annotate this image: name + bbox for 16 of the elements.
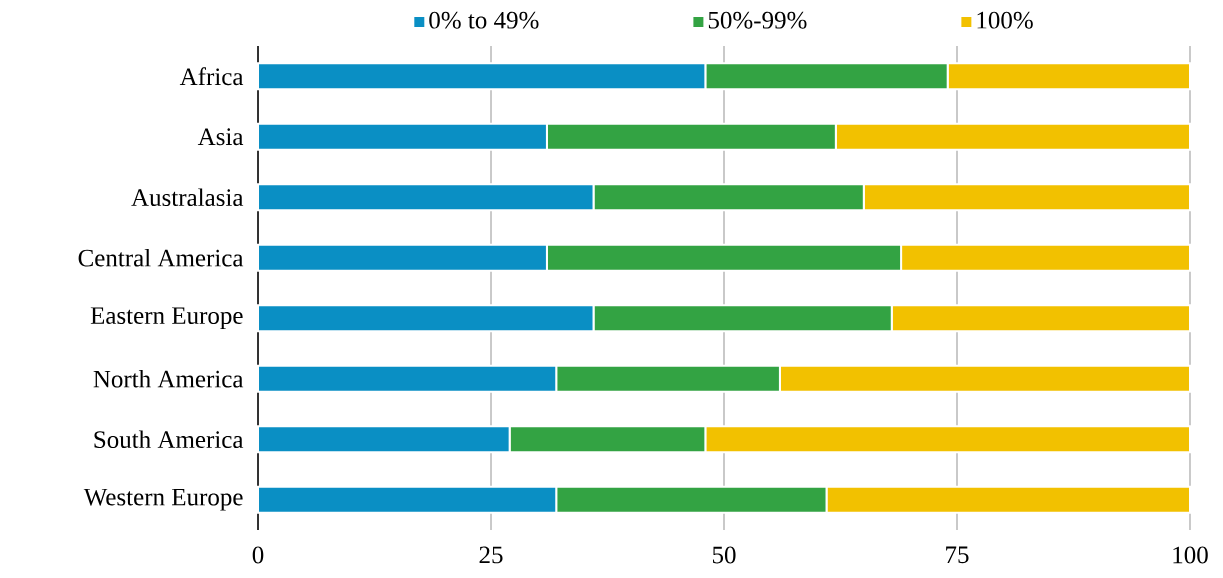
legend-label: 0% to 49% <box>429 11 539 29</box>
x-tick-label: 100 <box>1173 546 1208 564</box>
y-tick-label: North America <box>93 369 244 388</box>
y-tick-label: Central America <box>78 248 244 267</box>
y-tick-label: Eastern Europe <box>90 307 243 330</box>
y-tick-label: Africa <box>179 67 244 86</box>
legend-label: 50%-99% <box>708 11 807 29</box>
x-tick-label: 75 <box>946 546 969 564</box>
x-tick-label: 25 <box>479 546 503 564</box>
y-tick-label: Australasia <box>131 188 244 207</box>
y-tick-label: Asia <box>197 128 244 146</box>
x-tick-label: 0 <box>252 546 264 564</box>
y-tick-label: South America <box>94 430 244 449</box>
y-tick-label: Western Europe <box>83 488 243 511</box>
legend-label: 100% <box>977 11 1033 29</box>
x-tick-label: 50 <box>712 546 736 564</box>
